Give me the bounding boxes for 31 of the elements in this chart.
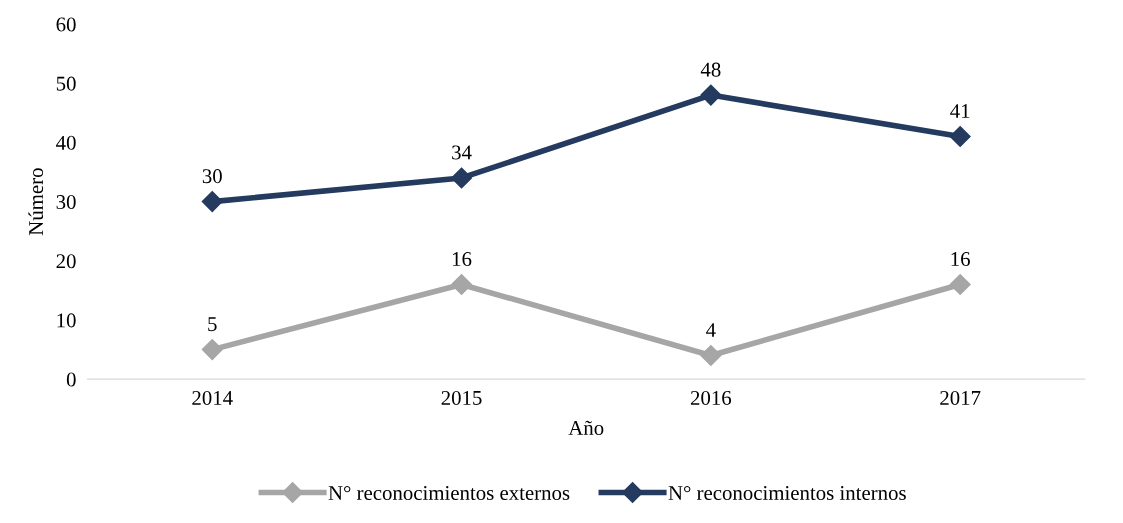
y-axis-title: Número — [28, 168, 44, 236]
y-tick-label: 0 — [66, 372, 76, 387]
x-tick-label: 2017 — [940, 390, 981, 405]
data-label: 16 — [452, 252, 472, 267]
point — [451, 167, 473, 189]
x-tick-label: 2015 — [441, 390, 482, 405]
x-tick-label: 2016 — [690, 390, 732, 405]
point — [700, 84, 722, 106]
y-tick-label: 50 — [56, 76, 76, 91]
y-tick-label: 40 — [56, 135, 76, 150]
y-tick-label: 10 — [57, 313, 76, 328]
data-label: 48 — [700, 62, 721, 77]
y-tick-label: 60 — [56, 17, 76, 32]
x-tick-label: 2014 — [192, 390, 233, 405]
data-label: 30 — [202, 169, 222, 184]
legend-label: N° reconocimientos internos — [668, 485, 906, 501]
y-tick-label: 20 — [56, 254, 76, 269]
point — [201, 339, 223, 361]
x-axis-title: Año — [568, 420, 604, 435]
data-label: 16 — [951, 252, 970, 267]
legend-label: N° reconocimientos externos — [328, 485, 570, 501]
data-label: 34 — [452, 145, 472, 160]
y-tick-label: 30 — [56, 194, 76, 210]
data-label: 4 — [706, 323, 716, 337]
point — [949, 125, 971, 148]
data-label: 41 — [950, 104, 970, 118]
data-label: 5 — [208, 317, 217, 332]
point — [700, 344, 722, 367]
point — [201, 191, 223, 213]
point — [949, 273, 971, 295]
point — [451, 273, 473, 295]
